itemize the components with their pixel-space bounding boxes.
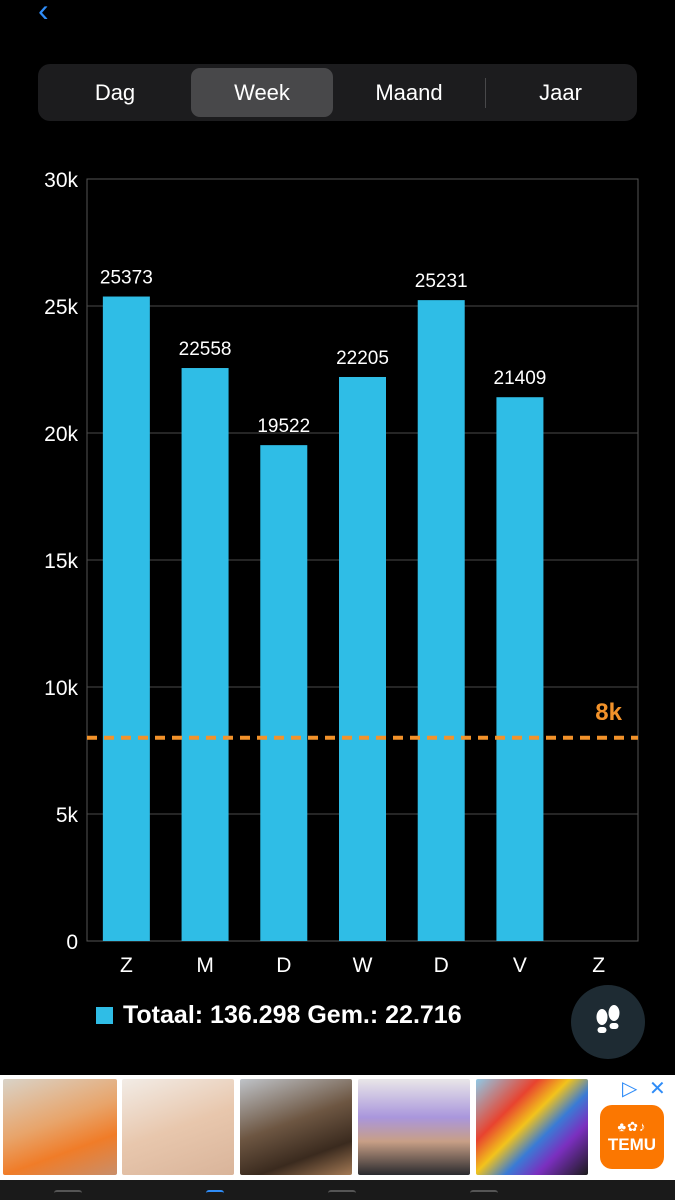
x-tick-label: Z [120, 954, 133, 977]
legend-swatch [96, 1006, 113, 1024]
x-tick-label: W [353, 954, 373, 977]
goal-line-label: 8k [595, 699, 622, 726]
y-tick-label: 10k [44, 677, 78, 700]
ad-controls: ▷ ✕ [622, 1078, 666, 1100]
segment-dag[interactable]: Dag [94, 79, 136, 105]
tab-settings-icon[interactable] [470, 1190, 498, 1200]
y-tick-label: 25k [44, 296, 78, 319]
y-tick-label: 20k [44, 423, 78, 446]
chart-legend: Totaal: 136.298 Gem.: 22.716 [96, 997, 462, 1033]
chevron-left-icon[interactable]: ‹ [38, 0, 49, 28]
bar-value-label: 22205 [336, 348, 389, 369]
tab-steps-icon[interactable] [206, 1190, 224, 1200]
bar-value-label: 21409 [494, 368, 547, 389]
goal-line: 8k [87, 699, 638, 740]
segment-jaar[interactable]: Jaar [539, 79, 582, 105]
bar-value-label: 22558 [179, 339, 232, 360]
bar-value-labels: 25373 22558 19522 22205 25231 21409 [100, 268, 546, 438]
bar [339, 376, 386, 941]
y-axis-ticks: 0 5k 10k 15k 20k 25k 30k [44, 169, 78, 954]
tab-cards-icon[interactable] [328, 1190, 356, 1200]
ad-product-orange-halter-top[interactable] [3, 1079, 117, 1175]
close-icon[interactable]: ✕ [648, 1078, 666, 1100]
segment-maand[interactable]: Maand [375, 79, 443, 105]
footsteps-icon [596, 1005, 620, 1033]
ad-banner[interactable]: ▷ ✕ ♣✿♪ TEMU [0, 1075, 675, 1180]
adchoices-icon[interactable]: ▷ [622, 1078, 638, 1100]
ad-product-wig[interactable] [240, 1079, 352, 1175]
bars [102, 296, 544, 942]
bar [102, 296, 150, 941]
x-tick-label: Z [592, 954, 605, 977]
x-tick-label: D [434, 954, 449, 977]
x-tick-label: M [196, 954, 214, 977]
temu-brand: TEMU [607, 1135, 657, 1154]
ad-product-tube-top[interactable] [358, 1079, 470, 1175]
temu-logo-glyphs: ♣✿♪ [617, 1119, 647, 1134]
y-tick-label: 30k [44, 169, 78, 192]
ad-product-beige-bra[interactable] [122, 1079, 234, 1175]
bar-value-label: 25373 [100, 268, 153, 289]
bar [181, 368, 229, 941]
legend-total-average: Totaal: 136.298 Gem.: 22.716 [123, 1000, 462, 1029]
temu-logo[interactable]: ♣✿♪ TEMU [600, 1105, 664, 1169]
bar [496, 397, 544, 941]
bar-value-label: 19522 [257, 416, 310, 437]
x-tick-label: V [513, 954, 527, 977]
y-tick-label: 15k [44, 550, 78, 573]
segment-week[interactable]: Week [191, 68, 333, 117]
segment-divider [485, 78, 486, 108]
period-segmented-control: Dag Week Maand Jaar [38, 64, 637, 121]
bar [260, 445, 308, 941]
tab-home-icon[interactable] [54, 1190, 82, 1200]
bar [417, 300, 465, 942]
ad-product-swimsuit[interactable] [476, 1079, 588, 1175]
steps-button[interactable] [571, 985, 645, 1059]
y-tick-label: 0 [66, 931, 78, 954]
bar-value-label: 25231 [415, 271, 468, 292]
x-tick-label: D [276, 954, 291, 977]
y-tick-label: 5k [56, 804, 79, 827]
